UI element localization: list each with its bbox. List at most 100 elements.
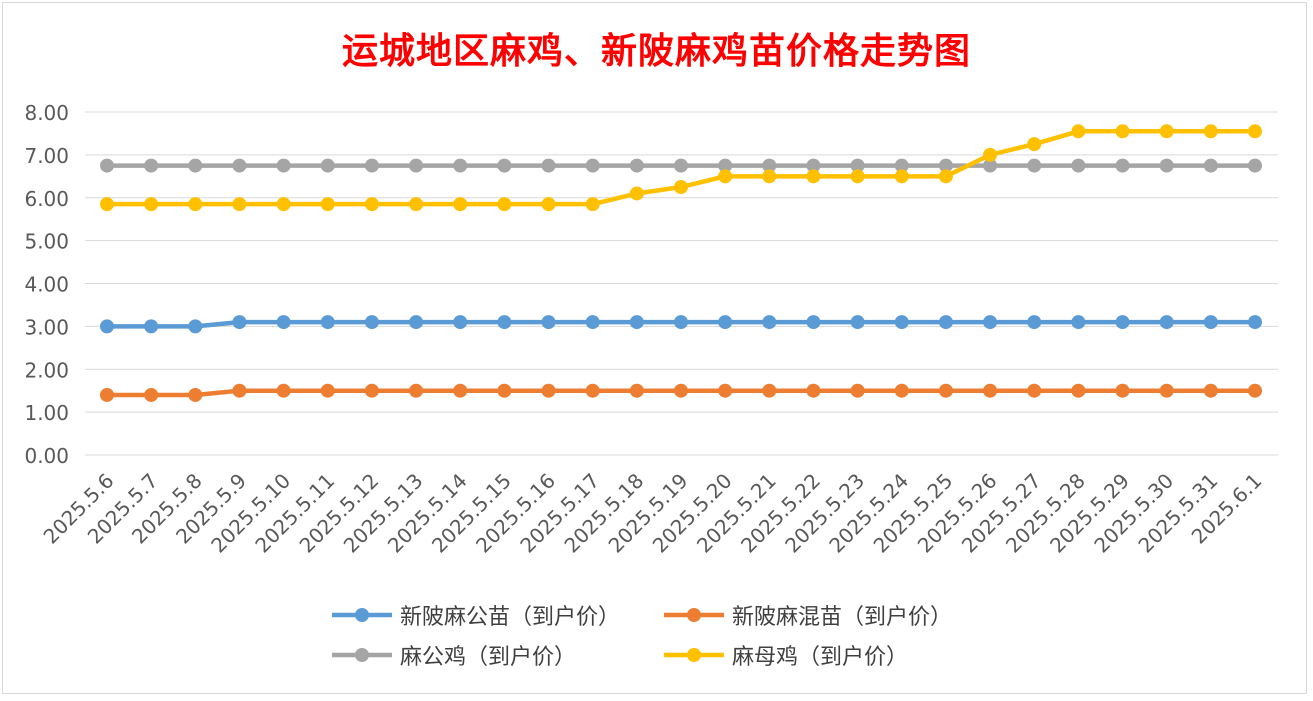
data-point <box>144 197 159 212</box>
data-point <box>409 315 424 330</box>
data-point <box>1071 383 1086 398</box>
data-point <box>938 315 953 330</box>
y-tick-label: 2.00 <box>24 358 69 382</box>
series-1 <box>100 315 1262 334</box>
data-point <box>541 158 556 173</box>
data-point <box>232 197 247 212</box>
data-point <box>1248 124 1262 139</box>
data-point <box>718 383 733 398</box>
data-point <box>850 169 865 184</box>
y-tick-label: 6.00 <box>24 187 69 211</box>
data-point <box>1027 158 1042 173</box>
legend-label-2: 新陂麻混苗（到户价） <box>732 605 953 630</box>
data-point <box>100 197 114 212</box>
data-point <box>718 158 733 173</box>
data-point <box>1071 124 1086 139</box>
y-axis-ticks: 0.00 1.00 2.00 3.00 4.00 5.00 6.00 7.00 8.00 <box>24 101 69 468</box>
data-point <box>453 315 468 330</box>
data-point <box>629 158 644 173</box>
data-point <box>1248 383 1262 398</box>
data-point <box>762 158 777 173</box>
series-4 <box>100 124 1262 212</box>
data-point <box>188 158 203 173</box>
data-point <box>497 197 512 212</box>
legend-swatch-3 <box>332 648 392 662</box>
data-point <box>144 387 159 402</box>
data-point <box>232 383 247 398</box>
data-point <box>894 158 909 173</box>
data-point <box>453 383 468 398</box>
y-tick-label: 1.00 <box>24 401 69 425</box>
data-point <box>629 383 644 398</box>
data-point <box>674 315 688 330</box>
data-point <box>409 158 424 173</box>
data-point <box>364 158 379 173</box>
series-2 <box>100 383 1262 402</box>
legend-label-3: 麻公鸡（到户价） <box>400 645 577 670</box>
legend-swatch-4 <box>664 648 724 662</box>
data-point <box>1027 315 1042 330</box>
data-point <box>541 383 556 398</box>
data-point <box>674 180 688 195</box>
legend-item-1: 新陂麻公苗（到户价） <box>332 601 621 630</box>
data-point <box>718 169 733 184</box>
data-point <box>497 158 512 173</box>
data-point <box>188 319 203 334</box>
data-point <box>718 315 733 330</box>
legend-swatch-2 <box>664 608 724 622</box>
y-tick-label: 0.00 <box>24 444 69 468</box>
legend-item-4: 麻母鸡（到户价） <box>664 641 908 670</box>
data-point <box>983 147 998 162</box>
data-point <box>1115 383 1130 398</box>
data-point <box>409 383 424 398</box>
data-point <box>1248 158 1262 173</box>
series-3 <box>100 158 1262 173</box>
data-point <box>1071 315 1086 330</box>
data-point <box>1159 158 1174 173</box>
legend-swatch-1 <box>332 608 392 622</box>
data-point <box>232 158 247 173</box>
data-point <box>1203 383 1218 398</box>
chart-title: 运城地区麻鸡、新陂麻鸡苗价格走势图 <box>341 30 971 72</box>
data-point <box>1027 383 1042 398</box>
data-point <box>1159 124 1174 139</box>
data-point <box>585 383 600 398</box>
data-point <box>629 315 644 330</box>
legend-item-2: 新陂麻混苗（到户价） <box>664 601 953 630</box>
data-point <box>188 387 203 402</box>
data-point <box>541 315 556 330</box>
legend-label-1: 新陂麻公苗（到户价） <box>400 605 621 630</box>
data-point <box>541 197 556 212</box>
data-point <box>320 383 335 398</box>
data-point <box>276 383 291 398</box>
data-point <box>364 315 379 330</box>
data-point <box>674 383 688 398</box>
data-point <box>938 158 953 173</box>
data-point <box>276 315 291 330</box>
y-tick-label: 8.00 <box>24 101 69 125</box>
data-point <box>894 315 909 330</box>
data-point <box>806 158 821 173</box>
data-point <box>983 315 998 330</box>
data-point <box>762 169 777 184</box>
data-point <box>585 158 600 173</box>
data-point <box>1159 383 1174 398</box>
data-point <box>320 158 335 173</box>
data-point <box>762 383 777 398</box>
data-point <box>320 197 335 212</box>
y-tick-label: 3.00 <box>24 315 69 339</box>
data-point <box>762 315 777 330</box>
data-point <box>1203 158 1218 173</box>
data-point <box>364 197 379 212</box>
data-point <box>806 315 821 330</box>
data-point <box>983 383 998 398</box>
y-tick-label: 7.00 <box>24 144 69 168</box>
data-point <box>409 197 424 212</box>
series-lines <box>100 124 1262 402</box>
y-tick-label: 5.00 <box>24 230 69 254</box>
data-point <box>938 383 953 398</box>
data-point <box>1115 158 1130 173</box>
data-point <box>276 197 291 212</box>
